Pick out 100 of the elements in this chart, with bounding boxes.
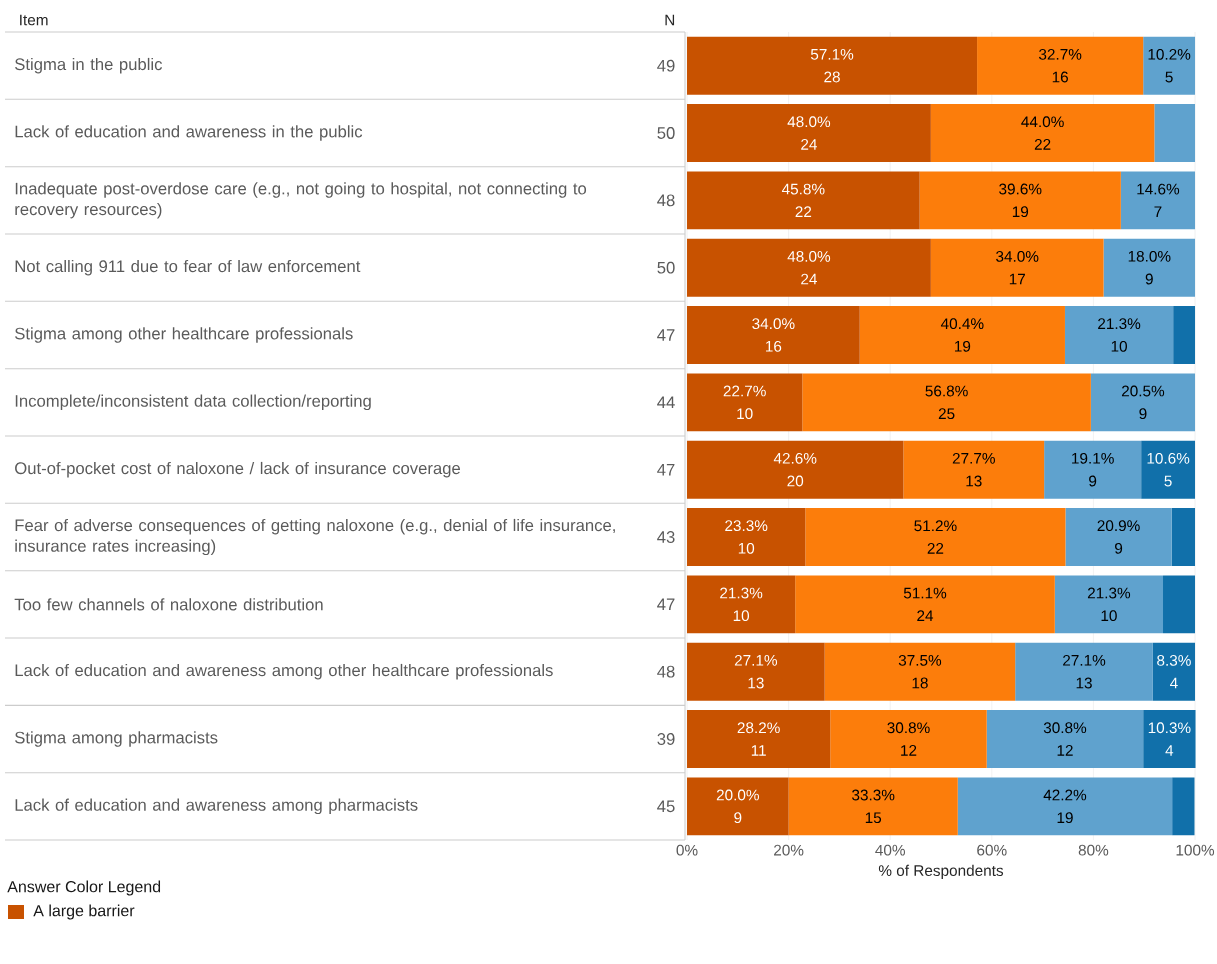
bar: [930, 104, 1155, 162]
legend-label: A large barrier: [33, 904, 135, 920]
x-tick-label: 0%: [676, 844, 698, 856]
text: 10.3%: [1148, 722, 1191, 734]
bar: [795, 575, 1055, 634]
text: 22: [1034, 138, 1051, 150]
text: 5: [1164, 475, 1172, 487]
y2-tick-label: 48: [657, 665, 675, 678]
y2-tick-label: 47: [657, 463, 675, 476]
bar: [687, 306, 860, 364]
y2-tick-label: 44: [657, 396, 675, 409]
text: 33.3%: [852, 789, 895, 801]
text: 37.5%: [898, 654, 942, 666]
y2-tick-label: 49: [657, 59, 675, 72]
bar: [1141, 440, 1196, 499]
bar: [687, 508, 806, 566]
text: 16: [766, 340, 782, 352]
bar: [1171, 508, 1196, 566]
bar: [919, 171, 1121, 230]
y-tick-label: Lack of education and awareness in the public: [15, 125, 363, 141]
text: 12: [1057, 744, 1073, 756]
y-axis-title: Item: [20, 14, 48, 26]
text: 42.6%: [773, 452, 817, 464]
bar: [1065, 508, 1172, 566]
y2-tick-label: 39: [657, 733, 675, 745]
bar: [930, 238, 1104, 297]
bar: [687, 440, 904, 499]
text: 30.8%: [1043, 722, 1087, 734]
text: 9: [1115, 542, 1123, 554]
text: 10: [733, 610, 750, 622]
bar: [824, 642, 1016, 701]
text: 17: [1009, 273, 1025, 285]
bar: [687, 104, 931, 162]
text: 23.3%: [725, 520, 768, 532]
text: 18: [912, 677, 928, 689]
text: 14.6%: [1137, 183, 1180, 195]
text: 7: [1154, 206, 1162, 218]
bar: [1054, 575, 1164, 634]
y2-tick-label: 47: [657, 329, 675, 341]
text: 10: [1101, 610, 1117, 622]
y2-tick-label: 45: [657, 800, 675, 813]
y-tick-label: Out-of-pocket cost of naloxone / lack of insurance coverage: [15, 461, 460, 478]
text: 20: [787, 475, 804, 487]
bar: [687, 710, 831, 768]
text: 27.7%: [952, 452, 995, 464]
legend-title: Answer Color Legend: [7, 880, 161, 896]
x-tick-label: 100%: [1176, 844, 1215, 856]
bar: [687, 36, 978, 95]
text: 28: [824, 71, 840, 83]
text: 44.0%: [1021, 116, 1064, 128]
bar: [1103, 238, 1196, 297]
y-tick-label: Too few channels of naloxone distribution: [14, 598, 323, 611]
text: 19: [1012, 206, 1029, 218]
text: 48.0%: [787, 250, 831, 262]
text: 4: [1165, 745, 1174, 756]
text: 27.1%: [734, 654, 778, 666]
y2-tick-label: 43: [657, 531, 675, 543]
text: 21.3%: [1098, 318, 1141, 330]
text: 10.6%: [1147, 452, 1190, 464]
text: 22: [927, 542, 944, 554]
text: 15: [865, 812, 882, 824]
text: 45.8%: [781, 183, 825, 195]
bar: [805, 508, 1066, 566]
bar: [788, 777, 958, 836]
y2-tick-label: 50: [657, 127, 675, 139]
bar: [977, 36, 1144, 95]
x-tick-label: 80%: [1078, 844, 1109, 856]
text: 56.8%: [925, 385, 968, 397]
bar: [1172, 777, 1195, 836]
bar: [859, 306, 1065, 364]
x-tick-label: 60%: [977, 844, 1007, 856]
bar: [802, 373, 1091, 432]
text: 20.9%: [1097, 520, 1140, 532]
text: 20.0%: [716, 789, 759, 801]
y-tick-label: Stigma among pharmacists: [15, 731, 218, 747]
bar: [1152, 642, 1196, 701]
text: 24: [917, 610, 934, 621]
y-tick-label: Stigma among other healthcare professionals: [15, 327, 353, 343]
y-tick-label: Inadequate post-overdose care (e.g., not going to hospital, not connecting to recovery resources): [15, 182, 587, 219]
text: 8.3%: [1157, 654, 1191, 666]
y-tick-label: Lack of education and awareness among other healthcare professionals: [15, 663, 553, 680]
bar: [1120, 171, 1196, 230]
text: 22: [795, 206, 812, 218]
text: 20.5%: [1121, 385, 1165, 397]
bar: [1064, 306, 1174, 364]
text: 16: [1052, 71, 1068, 83]
text: 34.0%: [996, 250, 1039, 262]
text: 13: [748, 677, 764, 689]
text: 24: [801, 138, 817, 150]
bar: [957, 777, 1173, 836]
text: 4: [1170, 677, 1178, 689]
text: 25: [938, 408, 955, 420]
y-tick-label: Stigma in the public: [15, 57, 162, 74]
y2-tick-label: 50: [657, 261, 675, 274]
text: 9: [734, 812, 742, 824]
text: 28.2%: [737, 722, 780, 734]
text: 51.1%: [903, 587, 947, 599]
bar: [1143, 710, 1196, 768]
bar: [687, 171, 920, 230]
text: 48.0%: [787, 116, 831, 128]
